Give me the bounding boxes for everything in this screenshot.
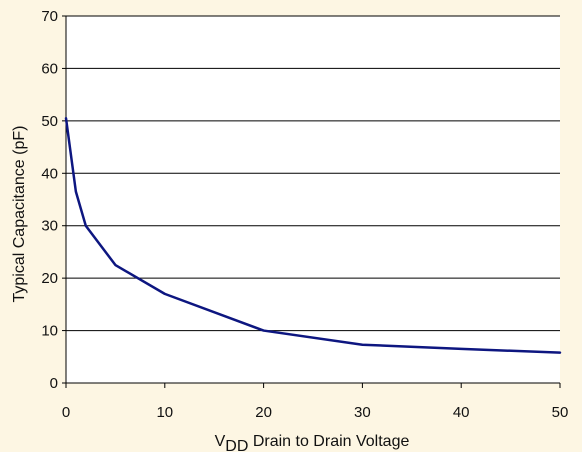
x-axis-title-rest: Drain to Drain Voltage xyxy=(248,433,409,450)
x-tick-label: 10 xyxy=(156,404,173,421)
axes xyxy=(62,15,561,388)
y-tick-label: 70 xyxy=(41,8,58,25)
x-tick-label: 40 xyxy=(453,404,470,421)
y-tick-label: 10 xyxy=(41,323,58,340)
plot-area xyxy=(66,16,560,383)
x-axis-title: VDD Drain to Drain Voltage xyxy=(215,433,410,452)
y-tick-label: 20 xyxy=(41,270,58,287)
x-axis-title-subscript: DD xyxy=(225,438,248,452)
x-tick-label: 30 xyxy=(354,404,371,421)
y-tick-label: 40 xyxy=(41,165,58,182)
x-tick-label: 0 xyxy=(62,404,70,421)
y-tick-label: 50 xyxy=(41,113,58,130)
y-tick-label: 0 xyxy=(50,375,58,392)
y-tick-label: 30 xyxy=(41,218,58,235)
series-layer xyxy=(64,116,562,354)
series-line-0 xyxy=(64,116,562,354)
y-tick-labels: 0 10 20 30 40 50 60 70 xyxy=(41,8,58,392)
y-tick-label: 60 xyxy=(41,60,58,77)
grid-lines xyxy=(66,15,560,332)
x-tick-labels: 0 10 20 30 40 50 xyxy=(62,404,569,421)
x-axis-title-main: V xyxy=(215,433,226,450)
x-tick-label: 50 xyxy=(552,404,569,421)
x-tick-label: 20 xyxy=(255,404,272,421)
y-axis-title: Typical Capacitance (pF) xyxy=(11,126,28,303)
